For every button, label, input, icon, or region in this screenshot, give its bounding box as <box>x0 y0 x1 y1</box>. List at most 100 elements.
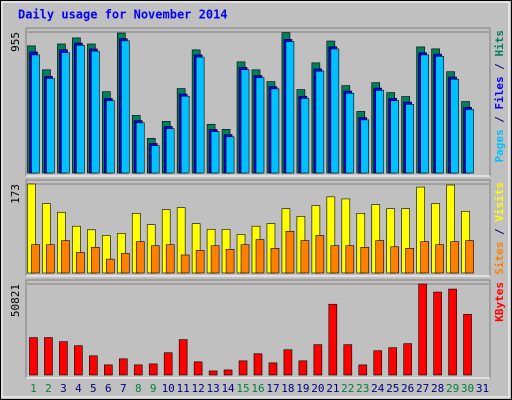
x-tick-label: 26 <box>401 382 414 395</box>
bar <box>223 369 233 376</box>
bar <box>31 244 40 274</box>
x-tick-label: 11 <box>177 382 190 395</box>
legend: Sites / Visits <box>493 182 506 275</box>
x-tick-label: 10 <box>162 382 175 395</box>
bar <box>405 248 414 274</box>
bar <box>150 145 160 174</box>
x-tick-label: 12 <box>192 382 205 395</box>
x-tick-label: 27 <box>416 382 429 395</box>
y-tick-label: 50821 <box>9 284 22 317</box>
bar <box>255 77 265 174</box>
legend-separator: / <box>493 57 506 77</box>
bar <box>465 240 474 274</box>
bar <box>163 352 173 376</box>
bar <box>373 350 383 376</box>
bar <box>330 245 340 274</box>
bar <box>210 131 220 174</box>
x-tick-label: 29 <box>446 382 459 395</box>
bar <box>418 283 427 376</box>
x-tick-label: 5 <box>90 382 97 395</box>
x-tick-label: 13 <box>206 382 219 395</box>
bar <box>343 344 353 376</box>
bar <box>388 347 398 376</box>
bar <box>120 40 130 174</box>
x-tick-label: 2 <box>45 382 52 395</box>
bar <box>180 254 190 274</box>
bar <box>178 339 188 376</box>
bar <box>435 56 444 174</box>
bar <box>300 98 310 174</box>
bar <box>193 361 203 376</box>
x-tick-label: 3 <box>60 382 67 395</box>
y-tick-label: 173 <box>9 184 22 204</box>
bar <box>133 364 143 376</box>
bar <box>270 248 280 274</box>
bar <box>208 370 218 376</box>
bar <box>150 245 160 274</box>
legend: KBytes <box>493 282 506 322</box>
chart-title: Daily usage for November 2014 <box>18 8 228 22</box>
bar <box>106 258 115 274</box>
bar <box>165 244 175 274</box>
bar <box>450 241 459 274</box>
bar <box>330 48 340 174</box>
bar <box>91 246 100 274</box>
bar <box>450 78 459 174</box>
bar <box>195 250 205 274</box>
bar <box>195 56 205 174</box>
x-tick-label: 17 <box>266 382 279 395</box>
bar <box>315 235 325 274</box>
x-tick-label: 18 <box>281 382 294 395</box>
bar <box>91 50 100 174</box>
x-tick-label: 9 <box>150 382 157 395</box>
x-tick-label: 1 <box>30 382 37 395</box>
bar <box>31 54 40 174</box>
bar <box>253 353 263 376</box>
bar <box>390 100 400 174</box>
bar <box>270 88 280 174</box>
bar <box>89 355 98 376</box>
x-tick-label: 16 <box>251 382 264 395</box>
legend-entry: KBytes <box>493 282 506 322</box>
bar <box>315 70 325 174</box>
bar <box>358 364 368 376</box>
bar <box>135 241 145 274</box>
x-tick-label: 22 <box>341 382 354 395</box>
legend-entry: Visits <box>493 182 506 222</box>
bar <box>106 100 115 174</box>
x-tick-label: 21 <box>326 382 339 395</box>
bar <box>328 303 338 376</box>
bar <box>29 337 38 376</box>
x-tick-label: 8 <box>135 382 142 395</box>
legend-entry: Sites <box>493 242 506 275</box>
bar <box>300 240 310 274</box>
y-tick-label: 955 <box>9 32 22 52</box>
bar <box>285 231 295 274</box>
bar <box>448 288 457 376</box>
legend: Pages / Files / Hits <box>493 30 506 163</box>
bar <box>375 90 385 174</box>
x-tick-label: 14 <box>221 382 235 395</box>
bar <box>61 240 70 274</box>
bar <box>76 252 85 274</box>
x-tick-label: 30 <box>461 382 474 395</box>
bar <box>118 358 128 376</box>
bar <box>59 341 68 376</box>
bar <box>238 360 248 376</box>
bar <box>360 119 370 174</box>
bar <box>298 360 308 376</box>
bar <box>283 349 293 376</box>
bar <box>345 245 355 274</box>
bar <box>61 52 70 174</box>
bar <box>463 314 472 376</box>
bar <box>375 240 385 274</box>
x-tick-label: 31 <box>476 382 489 395</box>
bar <box>390 246 400 274</box>
bar <box>148 363 158 376</box>
legend-separator: / <box>493 222 506 242</box>
bar <box>104 364 113 376</box>
bar <box>403 343 412 376</box>
bar <box>433 291 442 376</box>
